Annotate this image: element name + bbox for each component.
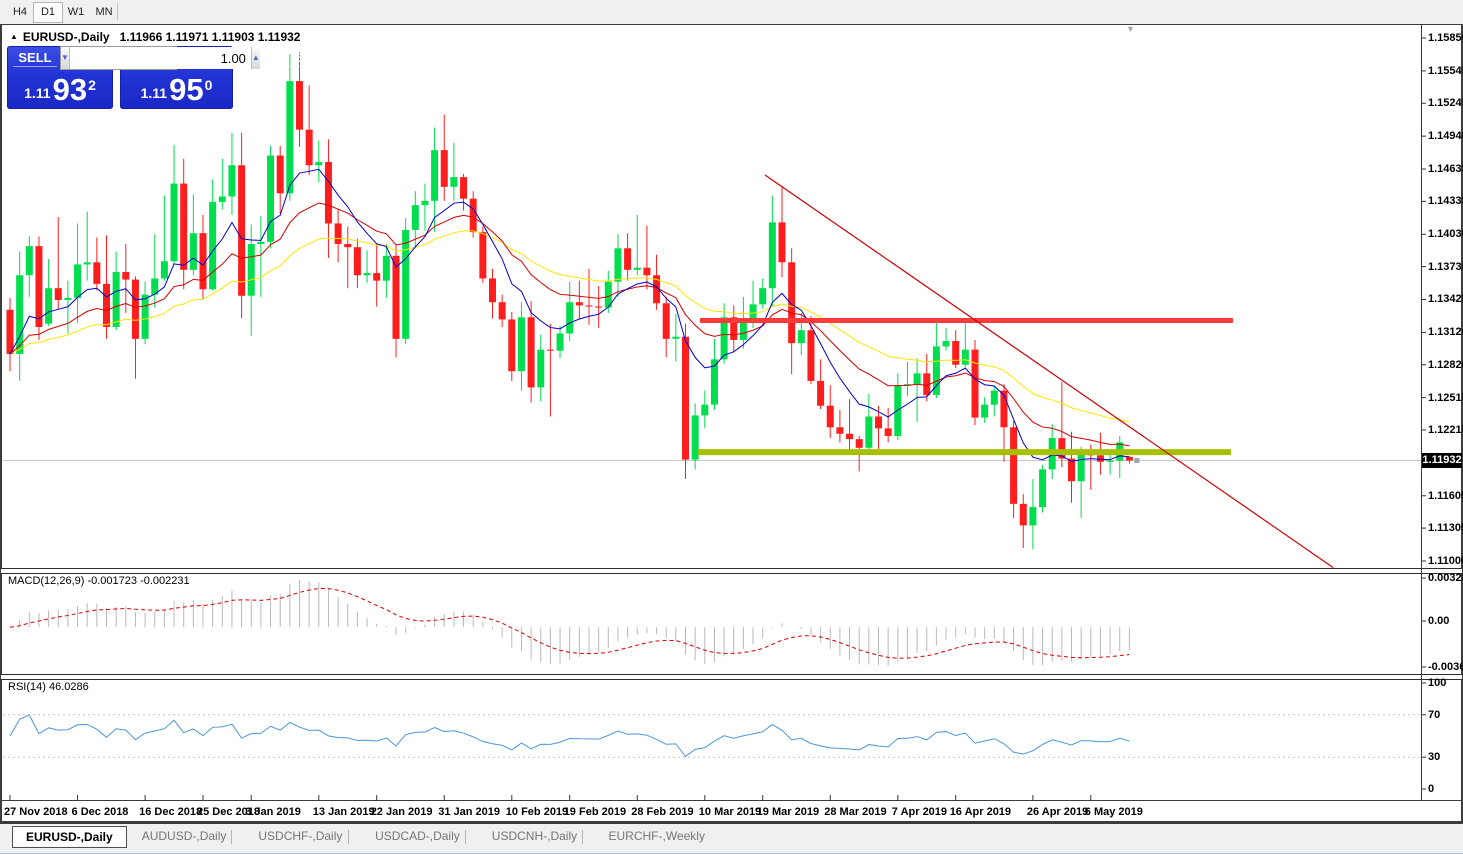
rsi-label: RSI(14) 46.0286 — [8, 681, 89, 693]
price-axis-label: 1.11605 — [1428, 489, 1463, 502]
window-border-right — [1461, 24, 1463, 823]
time-axis-label: 7 Apr 2019 — [891, 806, 948, 818]
price-axis-label: 1.13425 — [1428, 293, 1463, 306]
chart-tab-eurchf[interactable]: EURCHF-,Weekly — [608, 829, 705, 843]
macd-pane[interactable] — [3, 572, 1421, 674]
volume-control: ▼ ▲ — [60, 46, 260, 70]
price-axis-label: 1.15245 — [1428, 97, 1463, 110]
rsi-axis-label: 70 — [1428, 708, 1441, 721]
time-axis-border — [1, 800, 1461, 801]
price-axis-label: 1.15545 — [1428, 64, 1463, 77]
rsi-axis-label: 100 — [1428, 677, 1447, 689]
price-axis-label: 1.13730 — [1428, 260, 1463, 273]
time-axis-label: 16 Dec 2018 — [139, 806, 203, 818]
buy-price-big: 95 — [169, 72, 204, 108]
sell-price-big: 93 — [52, 72, 88, 108]
time-axis-label: 3 Jan 2019 — [245, 806, 301, 818]
time-axis-label: 22 Jan 2019 — [370, 806, 433, 818]
chart-title: EURUSD-,Daily — [22, 30, 110, 44]
chart-tab-audusd[interactable]: AUDUSD-,Daily — [141, 829, 227, 843]
price-axis-label: 1.12515 — [1428, 391, 1463, 404]
buy-price-prefix: 1.11 — [140, 85, 168, 101]
scroll-to-end-marker[interactable]: ▼ — [1126, 24, 1135, 34]
chart-title-row: ▲ EURUSD-,Daily 1.11966 1.11971 1.11903 1.… — [10, 30, 300, 44]
price-axis-label: 1.14335 — [1428, 195, 1463, 208]
buy-label: BUY — [286, 49, 330, 67]
rsi-axis-label: 30 — [1428, 751, 1441, 764]
time-axis-label: 27 Nov 2018 — [4, 806, 68, 818]
buy-price: 1.11 95 0 — [120, 72, 233, 108]
time-axis-label: 13 Jan 2019 — [312, 806, 375, 818]
chart-tab-eurusd[interactable]: EURUSD-,Daily — [12, 826, 127, 848]
time-axis-label: 28 Mar 2019 — [824, 806, 887, 818]
time-axis-label: 28 Feb 2019 — [631, 806, 694, 818]
sell-price-sup: 2 — [88, 77, 96, 94]
rsi-pane[interactable] — [3, 678, 1421, 800]
timeframe-button-w1[interactable]: W1 — [67, 6, 85, 18]
volume-input[interactable] — [69, 47, 251, 69]
price-axis-border — [1421, 25, 1422, 800]
sell-price: 1.11 93 2 — [7, 72, 113, 108]
time-axis-label: 16 Apr 2019 — [949, 806, 1012, 818]
time-axis-label: 19 Feb 2019 — [563, 806, 627, 818]
window-border-bottom — [0, 821, 1463, 824]
time-axis-label: 19 Mar 2019 — [756, 806, 820, 818]
window-border-top — [0, 24, 1463, 25]
price-axis-label: 1.15850 — [1428, 32, 1463, 44]
tab-separator — [231, 830, 233, 844]
macd-axis-label: 0.00 — [1428, 615, 1450, 627]
price-axis-label: 1.12215 — [1428, 423, 1463, 436]
ohlc-readout: 1.11966 1.11971 1.11903 1.11932 — [119, 30, 301, 44]
volume-decrease-button[interactable]: ▼ — [61, 47, 70, 69]
timeframe-button-h4[interactable]: H4 — [12, 6, 28, 18]
chart-tab-usdchf[interactable]: USDCHF-,Daily — [258, 829, 343, 843]
price-axis-label: 1.14940 — [1428, 130, 1463, 143]
chart-tab-usdcnh[interactable]: USDCNH-,Daily — [491, 829, 578, 843]
pane-splitter-rsi[interactable] — [1, 674, 1462, 680]
price-axis-label: 1.12820 — [1428, 358, 1463, 371]
time-axis-label: 10 Feb 2019 — [505, 806, 569, 818]
current-price-tag: 1.11932 — [1422, 453, 1462, 468]
time-axis-label: 26 Apr 2019 — [1026, 806, 1089, 818]
macd-label: MACD(12,26,9) -0.001723 -0.002231 — [8, 575, 190, 587]
sell-price-prefix: 1.11 — [24, 85, 51, 101]
tab-separator — [348, 830, 350, 844]
time-axis-label: 6 May 2019 — [1084, 806, 1143, 818]
price-axis-label: 1.14030 — [1428, 228, 1463, 241]
sell-label: SELL — [13, 49, 57, 67]
window-border-left — [0, 24, 2, 823]
tab-separator — [581, 830, 583, 844]
pane-splitter-macd[interactable] — [1, 568, 1462, 574]
timeframe-button-mn[interactable]: MN — [95, 6, 113, 18]
price-axis-label: 1.13120 — [1428, 326, 1463, 339]
timeframe-button-d1[interactable]: D1 — [33, 2, 63, 23]
buy-price-sup: 0 — [204, 77, 213, 94]
one-click-trading-widget: SELL 1.11 93 2 BUY 1.11 95 0 ▼ ▲ — [7, 46, 330, 109]
price-axis-label: 1.14635 — [1428, 163, 1463, 176]
rsi-axis-label: 0 — [1428, 783, 1435, 795]
volume-increase-button[interactable]: ▲ — [250, 47, 260, 69]
macd-axis-label: 0.003287 — [1428, 572, 1463, 584]
toolbar-separator — [117, 3, 118, 20]
macd-axis-label: -0.003659 — [1428, 661, 1463, 673]
time-axis-label: 25 Dec 2018 — [197, 806, 260, 818]
price-axis-label: 1.11305 — [1428, 522, 1463, 535]
timeframe-toolbar: H4 D1 W1 MN — [0, 0, 1463, 25]
time-axis-label: 10 Mar 2019 — [698, 806, 762, 818]
tab-separator — [464, 830, 466, 844]
chart-tab-bar: EURUSD-,Daily AUDUSD-,Daily USDCHF-,Daily U… — [0, 824, 1463, 854]
time-axis-label: 31 Jan 2019 — [438, 806, 501, 818]
time-axis-label: 6 Dec 2018 — [71, 806, 129, 818]
collapse-arrow-icon[interactable]: ▲ — [10, 32, 18, 41]
chart-tab-usdcad[interactable]: USDCAD-,Daily — [375, 829, 460, 843]
